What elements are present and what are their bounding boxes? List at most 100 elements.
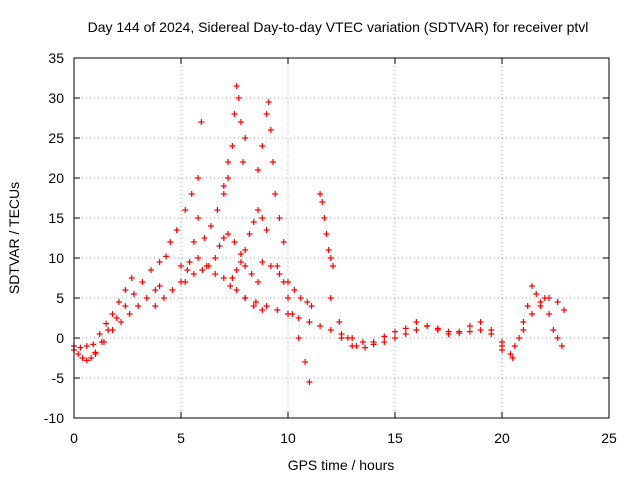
series-track-g	[178, 255, 265, 313]
data-point	[516, 335, 522, 341]
data-point	[403, 331, 409, 337]
data-point	[330, 263, 336, 269]
data-point	[169, 287, 175, 293]
data-point	[550, 327, 556, 333]
data-point	[187, 259, 193, 265]
data-point	[127, 311, 133, 317]
data-point	[392, 335, 398, 341]
data-point	[255, 167, 261, 173]
data-point	[520, 327, 526, 333]
data-point	[110, 311, 116, 317]
data-point	[392, 329, 398, 335]
data-point	[488, 327, 494, 333]
data-point	[266, 99, 272, 105]
data-point	[309, 303, 315, 309]
data-point	[240, 159, 246, 165]
data-point	[304, 299, 310, 305]
series-track-f	[221, 83, 248, 197]
data-point	[227, 283, 233, 289]
data-point	[238, 259, 244, 265]
data-point	[274, 307, 280, 313]
data-point	[174, 227, 180, 233]
data-point	[103, 321, 109, 327]
data-point	[84, 343, 90, 349]
data-point	[122, 287, 128, 293]
data-point	[191, 271, 197, 277]
data-point	[538, 303, 544, 309]
data-point	[221, 183, 227, 189]
data-point	[559, 343, 565, 349]
data-point	[317, 191, 323, 197]
data-point	[234, 267, 240, 273]
data-point	[238, 251, 244, 257]
data-point	[225, 231, 231, 237]
data-point	[529, 311, 535, 317]
data-point	[116, 299, 122, 305]
data-point	[195, 215, 201, 221]
data-point	[413, 319, 419, 325]
series-track-o	[328, 295, 516, 361]
data-point	[328, 295, 334, 301]
data-point	[242, 135, 248, 141]
data-point	[512, 343, 518, 349]
data-point	[199, 267, 205, 273]
data-point	[195, 255, 201, 261]
data-point	[189, 191, 195, 197]
data-point	[276, 215, 282, 221]
plot-frame	[74, 58, 609, 418]
x-tick-label: 0	[70, 430, 78, 446]
x-tick-label: 25	[601, 430, 617, 446]
series-track-j	[255, 99, 287, 245]
y-tick-label: 30	[48, 90, 64, 106]
series-track-k	[259, 259, 314, 309]
data-point	[259, 143, 265, 149]
data-point	[285, 295, 291, 301]
data-point	[296, 335, 302, 341]
data-point	[520, 319, 526, 325]
y-tick-label: 20	[48, 170, 64, 186]
data-point	[167, 239, 173, 245]
data-point	[75, 351, 81, 357]
data-point	[306, 379, 312, 385]
series-track-r	[512, 295, 567, 349]
data-point	[242, 263, 248, 269]
data-point	[118, 319, 124, 325]
data-point	[336, 319, 342, 325]
data-point	[77, 345, 83, 351]
data-point	[110, 327, 116, 333]
data-point	[264, 111, 270, 117]
data-point	[182, 207, 188, 213]
data-point	[255, 207, 261, 213]
data-point	[413, 327, 419, 333]
data-point	[208, 223, 214, 229]
data-point	[561, 307, 567, 313]
data-point	[217, 243, 223, 249]
data-point	[195, 175, 201, 181]
data-point	[499, 339, 505, 345]
data-point	[225, 175, 231, 181]
data-point	[478, 327, 484, 333]
data-point	[234, 83, 240, 89]
data-point	[152, 287, 158, 293]
y-axis-tick-labels: -10-505101520253035	[44, 50, 64, 426]
data-point	[144, 295, 150, 301]
series-track-n	[317, 191, 336, 269]
series-track-d	[152, 119, 204, 309]
data-point	[157, 283, 163, 289]
data-point	[291, 287, 297, 293]
x-tick-label: 5	[177, 430, 185, 446]
data-point	[152, 303, 158, 309]
x-axis-tick-labels: 0 5 10 15 20 25	[70, 430, 617, 446]
data-point	[114, 315, 120, 321]
data-point	[221, 191, 227, 197]
data-point	[349, 335, 355, 341]
data-point	[353, 343, 359, 349]
data-point	[381, 339, 387, 345]
series-track-a	[71, 253, 169, 363]
data-point	[555, 299, 561, 305]
data-point	[232, 111, 238, 117]
data-point	[232, 239, 238, 245]
grid-lines	[74, 58, 609, 418]
data-point	[221, 235, 227, 241]
data-point	[221, 275, 227, 281]
